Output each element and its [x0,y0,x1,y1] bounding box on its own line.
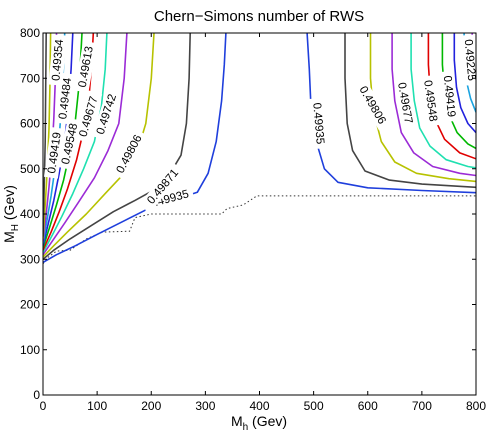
contour-lines [43,33,476,265]
y-tick-label: 800 [20,26,40,40]
contour-line-right-7 [453,33,476,134]
contour-line-right-1 [344,33,476,189]
y-tick-label: 0 [33,388,40,402]
chart-title: Chern−Simons number of RWS [154,8,364,25]
contour-label-bg [111,128,148,180]
contour-label-bg [48,34,67,86]
contour-label-5: 0.49613 [74,40,98,93]
contour-label-bg [393,77,417,129]
x-tick-label: 800 [466,399,486,413]
contour-label-15: 0.49225 [460,34,480,86]
y-tick-label: 100 [20,343,40,357]
dotted-boundary-line [43,195,476,265]
contour-label-bg [420,75,441,127]
plot-frame [42,32,477,396]
y-tick-label: 700 [20,71,40,85]
contour-label-13: 0.49548 [420,75,441,127]
contour-line-right-0 [306,33,476,194]
contour-label-7: 0.49484 [55,72,76,125]
contour-label-text: 0.49419 [441,75,457,118]
contour-line-left-2 [43,33,155,258]
contour-label-11: 0.49806 [353,79,392,131]
x-axis-label: Mh (Gev) [231,413,287,433]
y-tick-label: 500 [20,162,40,176]
contour-label-bg [141,162,185,211]
contour-label-bg [74,40,98,93]
contour-label-bg [74,90,103,143]
contour-line-right-4 [410,33,476,169]
contour-label-bg [439,70,459,123]
contour-label-9: 0.49354 [48,34,67,86]
contour-line-left-11 [43,33,47,237]
x-axis-label-unit: (Gev) [248,413,287,429]
contour-line-right-2 [369,33,476,183]
contour-label-text: 0.49613 [77,45,96,88]
contour-label-text: 0.49225 [462,39,478,81]
contour-label-bg [353,79,392,131]
contour-labels: 0.499350.498710.498060.497420.496770.496… [43,34,480,213]
x-tick-label: 200 [141,399,161,413]
x-tick-label: 600 [358,399,378,413]
contour-label-bg [43,127,65,179]
contour-line-left-3 [43,33,128,256]
x-axis-label-sub: h [243,422,249,433]
contour-label-text: 0.49548 [421,79,439,122]
x-tick-label: 100 [87,399,107,413]
contour-label-bg [92,88,121,141]
y-axis-label-main: M [1,231,17,243]
contour-label-14: 0.49419 [439,70,459,123]
contour-label-text: 0.49806 [115,133,145,175]
axis-ticks: 0 100 200 300 400 500 600 700 800 0 100 200 300 400 50… [20,26,486,413]
contour-line-left-4 [43,33,108,253]
contour-line-right-3 [391,33,476,177]
y-tick-label: 200 [20,298,40,312]
contour-label-text: 0.49484 [57,77,74,120]
y-axis-label-unit: (Gev) [1,185,17,224]
y-axis-label: MH (Gev) [1,185,21,243]
x-axis-label-main: M [231,413,243,429]
contour-label-bg [460,34,480,86]
contour-line-left-1 [43,33,191,260]
x-tick-label: 700 [412,399,432,413]
contour-label-10: 0.49935 [309,97,328,150]
y-axis-label-sub: H [10,224,21,231]
y-tick-label: 400 [20,207,40,221]
contour-label-bg [309,97,328,150]
contour-label-text: 0.49354 [50,38,66,81]
x-tick-label: 0 [40,399,47,413]
x-tick-label: 500 [304,399,324,413]
contour-label-bg [57,117,82,170]
contour-label-2: 0.49806 [111,128,148,180]
contour-label-bg [55,72,76,125]
contour-label-text: 0.49419 [46,131,64,174]
contour-label-8: 0.49419 [43,127,65,179]
x-tick-label: 400 [249,399,269,413]
y-tick-label: 300 [20,252,40,266]
x-tick-label: 300 [195,399,215,413]
contour-label-text: 0.49935 [310,102,326,144]
y-tick-label: 600 [20,117,40,131]
